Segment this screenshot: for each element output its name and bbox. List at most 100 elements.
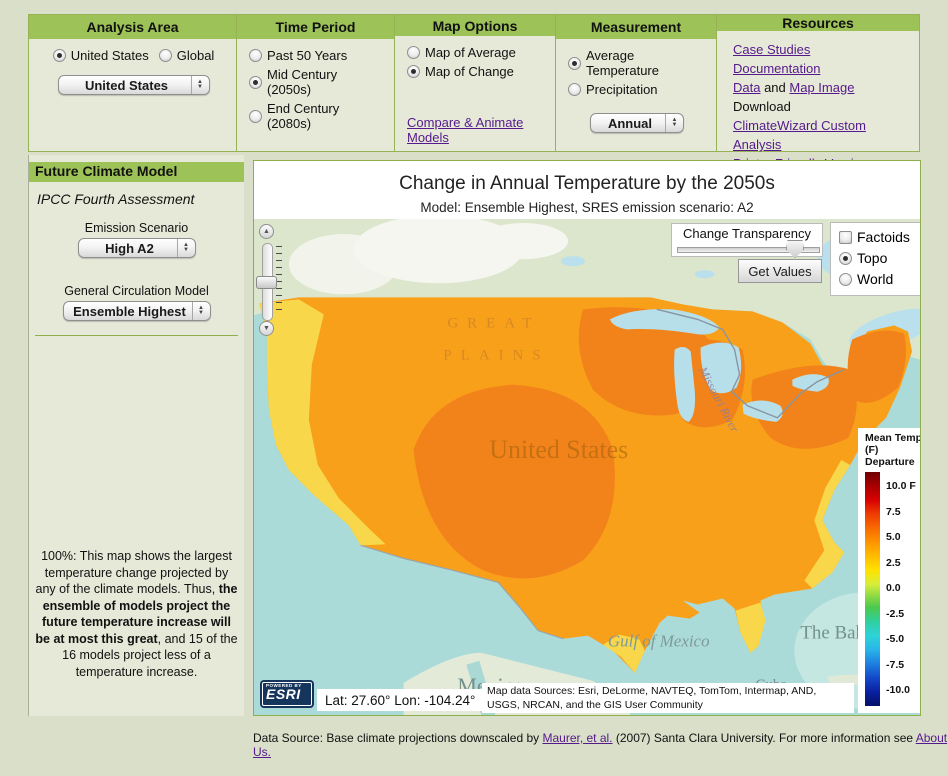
gcm-select[interactable]: Ensemble Highest ▲ ▼ (62, 301, 211, 321)
lake-michigan (674, 346, 696, 422)
united-states-radio-label: United States (70, 48, 149, 63)
world-basemap-radio[interactable] (839, 272, 852, 286)
compare-animate-models-link[interactable]: Compare & Animate Models (407, 115, 524, 145)
analysis-area-column: Analysis Area United States Global Unite… (29, 15, 237, 151)
average-temperature-label: Average Temperature (586, 48, 659, 78)
select-arrows-icon: ▲ ▼ (176, 239, 195, 257)
map-title: Change in Annual Temperature by the 2050… (399, 173, 775, 194)
data-source-footer: Data Source: Base climate projections do… (253, 731, 948, 759)
temperature-legend: Mean Temp (F) Departure 10.0 F 7.5 5.0 2… (858, 428, 920, 713)
plains-label: PLAINS (443, 348, 549, 364)
zoom-out-button[interactable]: ▼ (259, 321, 274, 336)
lat-lon-readout: Lat: 27.60° Lon: -104.24° (317, 689, 484, 711)
time-period-header: Time Period (237, 15, 394, 39)
transparency-slider-track[interactable] (677, 247, 820, 253)
get-values-button[interactable]: Get Values (738, 259, 822, 283)
mexico-boundary (360, 544, 564, 640)
analysis-area-select[interactable]: United States ▲ ▼ (57, 75, 210, 95)
legend-ticks: 10.0 F 7.5 5.0 2.5 0.0 -2.5 -5.0 -7.5 -1… (886, 480, 916, 696)
overlay-yellow-south-texas (602, 634, 645, 673)
resources-column: Resources Case Studies Documentation Dat… (717, 15, 919, 171)
global-radio[interactable] (158, 49, 172, 62)
overlay-dark-midwest (751, 365, 857, 449)
map-image-download-link[interactable]: Map Image (789, 80, 855, 95)
powered-by-esri-logo[interactable]: POWERED BY ESRI (260, 680, 314, 708)
legend-title-line1: Mean Temp (F) (865, 432, 920, 456)
and-text: and (760, 80, 790, 95)
legend-color-bar (865, 472, 880, 706)
map-options-column: Map Options Map of Average Map of Change… (395, 15, 556, 151)
world-label: World (857, 271, 894, 287)
case-studies-link[interactable]: Case Studies (733, 42, 811, 57)
map-data-sources: Map data Sources: Esri, DeLorme, NAVTEQ,… (482, 683, 854, 713)
mid-century-label: Mid Century (2050s) (267, 67, 338, 97)
emission-scenario-select[interactable]: High A2 ▲ ▼ (77, 238, 196, 258)
map-of-change-label: Map of Change (425, 64, 514, 79)
map-panel: Change in Annual Temperature by the 2050… (253, 160, 921, 716)
layers-widget: Factoids Topo World (830, 222, 920, 296)
gulf-of-mexico-label: Gulf of Mexico (608, 632, 710, 651)
snow-patch (478, 223, 569, 260)
select-arrows-icon: ▲ ▼ (665, 114, 683, 132)
emission-scenario-label: Emission Scenario (84, 221, 189, 235)
map-of-average-label: Map of Average (425, 45, 516, 60)
overlay-yellow-west-coast (258, 299, 386, 546)
overlay-dark-northeast (847, 330, 907, 403)
map-zoom-control: ▲ ▼ (256, 224, 287, 336)
great-label: GREAT (447, 315, 540, 331)
average-temperature-radio[interactable] (568, 56, 581, 70)
measurement-column: Measurement Average Temperature Precipit… (556, 15, 717, 151)
maurer-link[interactable]: Maurer, et al. (542, 731, 613, 745)
lake-huron (700, 342, 742, 394)
end-century-radio[interactable] (249, 109, 262, 123)
select-arrows-icon: ▲ ▼ (191, 302, 210, 320)
model-explanation-note: 100%: This map shows the largest tempera… (35, 549, 238, 679)
measurement-header: Measurement (556, 15, 716, 39)
overlay-dark-west (413, 384, 615, 579)
top-toolbar: Analysis Area United States Global Unite… (28, 14, 920, 171)
gcm-label: General Circulation Model (64, 284, 209, 298)
zoom-slider-handle[interactable] (256, 276, 277, 289)
topo-basemap-radio[interactable] (839, 251, 852, 265)
sidebar-divider (35, 335, 238, 336)
legend-title-line2: Departure (865, 456, 915, 468)
snow-patch (353, 219, 524, 284)
end-century-label: End Century (2080s) (267, 101, 340, 131)
past-50-years-radio[interactable] (249, 49, 262, 62)
mid-century-radio[interactable] (249, 75, 262, 89)
custom-analysis-link[interactable]: ClimateWizard Custom Analysis (733, 118, 866, 152)
topo-label: Topo (857, 250, 888, 266)
lake-ontario (792, 374, 829, 392)
map-of-average-radio[interactable] (407, 46, 420, 59)
map-canvas[interactable]: GREAT PLAINS United States Missouri Rive… (254, 219, 920, 715)
global-radio-label: Global (176, 48, 215, 63)
select-arrows-icon: ▲ ▼ (190, 76, 209, 94)
factoids-label: Factoids (857, 229, 910, 245)
transparency-label: Change Transparency (683, 226, 811, 241)
future-climate-model-header: Future Climate Model (29, 162, 244, 182)
lake-superior (609, 309, 720, 335)
zoom-slider-ticks (276, 246, 282, 316)
ipcc-subheader: IPCC Fourth Assessment (37, 191, 195, 207)
documentation-link[interactable]: Documentation (733, 61, 821, 76)
data-download-link[interactable]: Data (733, 80, 761, 95)
future-climate-model-sidebar: Future Climate Model IPCC Fourth Assessm… (28, 155, 244, 716)
bahamas-label: The Bah (800, 623, 865, 644)
map-of-change-radio[interactable] (407, 65, 420, 78)
united-states-radio[interactable] (52, 49, 66, 62)
about-us-link[interactable]: About Us. (253, 731, 948, 759)
map-subtitle: Model: Ensemble Highest, SRES emission s… (420, 200, 754, 215)
time-period-column: Time Period Past 50 Years Mid Century (2… (237, 15, 395, 151)
time-scale-select[interactable]: Annual ▲ ▼ (590, 113, 684, 133)
past-50-years-label: Past 50 Years (267, 48, 348, 63)
factoids-checkbox[interactable] (839, 230, 852, 244)
transparency-slider-handle[interactable] (786, 240, 804, 258)
international-boundary (656, 308, 845, 419)
basemap-svg: GREAT PLAINS United States Missouri Rive… (254, 219, 920, 715)
precipitation-label: Precipitation (586, 82, 658, 97)
resources-header: Resources (717, 15, 919, 31)
united-states-label: United States (489, 435, 628, 464)
precipitation-radio[interactable] (568, 83, 581, 96)
zoom-in-button[interactable]: ▲ (259, 224, 274, 239)
overlay-yellow-florida (735, 602, 766, 653)
